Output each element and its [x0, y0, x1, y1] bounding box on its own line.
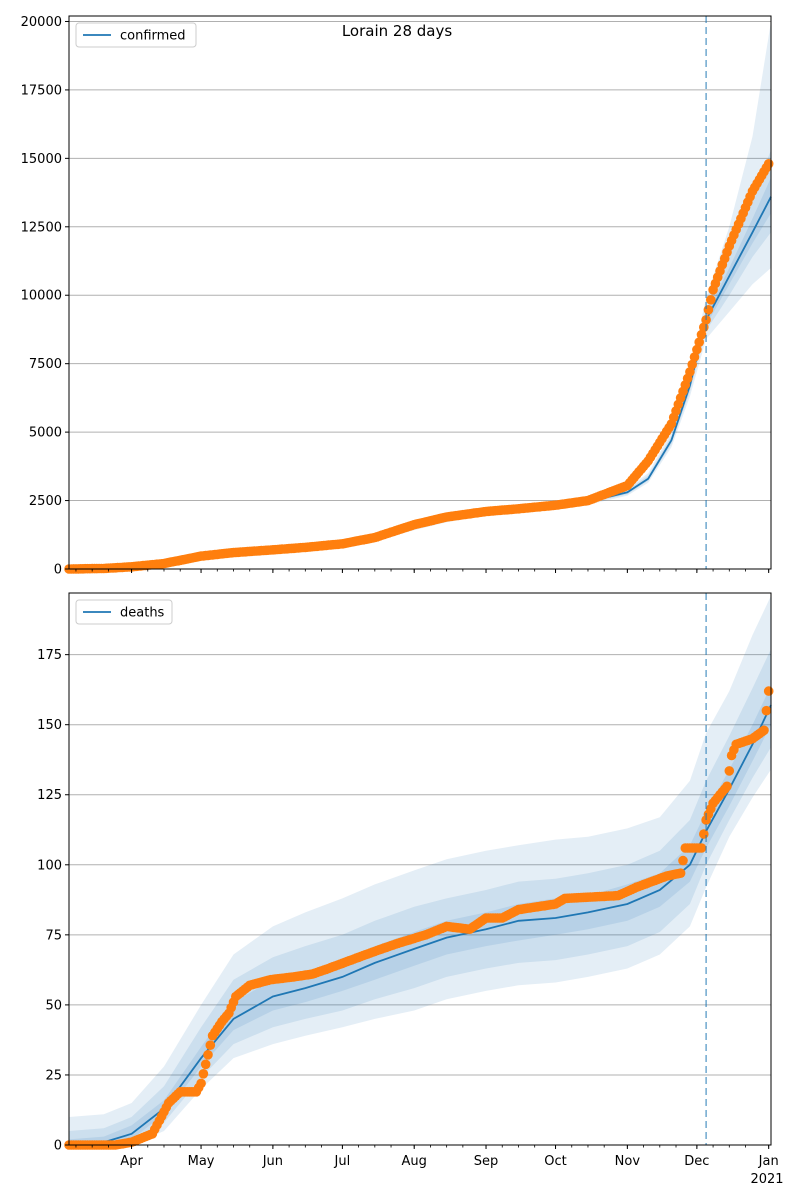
- uncertainty-band-outer: [69, 595, 771, 1145]
- observed-point: [722, 781, 732, 792]
- x-tick-label: Jun: [262, 1154, 283, 1169]
- deaths-fit-line: [68, 704, 772, 1146]
- observed-point: [706, 295, 716, 305]
- confirmed-panel: 0 2500 5000 7500 10000 12500 15000 17500 20000 co…: [21, 15, 774, 578]
- y-tick-label: 17500: [21, 83, 62, 98]
- plot-frame: [68, 15, 772, 570]
- observed-point: [694, 337, 704, 348]
- x-year-label: 2021: [750, 1172, 783, 1187]
- y-tick-label: 0: [54, 563, 62, 578]
- y-tick-label: 50: [45, 998, 62, 1013]
- x-tick-label: Dec: [684, 1154, 709, 1169]
- deaths-panel: 0 25 50 75 100 125 150 175 Apr May Jun Jul Aug Sep Oct…: [37, 592, 779, 1169]
- observed-points: [64, 159, 774, 574]
- observed-point: [724, 766, 735, 776]
- legend-box: [75, 22, 197, 48]
- observed-point: [200, 1059, 211, 1070]
- legend[interactable]: deaths: [75, 599, 173, 625]
- x-tick-label: May: [188, 1154, 215, 1169]
- y-tick-label: 175: [37, 648, 62, 663]
- observed-point: [675, 868, 686, 878]
- observed-point: [759, 725, 769, 736]
- y-tick-label: 100: [37, 858, 62, 873]
- y-tick-label: 15000: [21, 152, 62, 167]
- observed-point: [703, 305, 714, 315]
- y-tick-label: 25: [45, 1068, 62, 1083]
- confirmed-fit-line: [68, 196, 772, 570]
- y-tick-label: 7500: [29, 357, 62, 372]
- y-tick-label: 75: [45, 928, 62, 943]
- x-tick-label: Oct: [544, 1154, 566, 1169]
- plot-frame: [68, 592, 772, 1146]
- y-tick-label: 12500: [21, 220, 62, 235]
- observed-point: [763, 686, 774, 696]
- uncertainty-band-inner: [69, 177, 771, 569]
- observed-point: [687, 359, 697, 370]
- y-tick-label: 20000: [21, 15, 62, 30]
- observed-point: [203, 1050, 213, 1060]
- x-tick-label: Aug: [402, 1154, 427, 1169]
- y-tick-label: 0: [54, 1139, 62, 1154]
- y-tick-label: 5000: [29, 426, 62, 441]
- legend-box: [75, 599, 173, 625]
- observed-point: [692, 344, 702, 355]
- y-tick-label: 10000: [21, 289, 62, 304]
- uncertainty-band-middle: [69, 150, 771, 569]
- observed-point: [689, 352, 700, 362]
- x-tick-label: Sep: [474, 1154, 499, 1169]
- x-tick-label: Jan: [758, 1154, 779, 1169]
- y-tick-label: 125: [37, 788, 62, 803]
- y-tick-label: 2500: [29, 494, 62, 509]
- legend-label: confirmed: [120, 29, 186, 44]
- uncertainty-band-middle: [69, 649, 771, 1145]
- observed-point: [696, 329, 707, 340]
- uncertainty-band-inner: [69, 685, 771, 1145]
- observed-point: [205, 1040, 216, 1050]
- observed-point: [699, 829, 709, 839]
- chart-title: Lorain 28 days: [342, 22, 453, 40]
- observed-point: [678, 855, 688, 866]
- observed-point: [198, 1069, 209, 1079]
- x-tick-label: Jul: [334, 1154, 351, 1169]
- observed-point: [696, 843, 707, 853]
- legend-label: deaths: [120, 606, 165, 621]
- x-tick-label: Apr: [120, 1154, 143, 1169]
- observed-point: [685, 367, 695, 377]
- observed-point: [196, 1078, 206, 1089]
- x-tick-label: Nov: [615, 1154, 641, 1169]
- observed-point: [763, 159, 774, 169]
- y-tick-label: 150: [37, 718, 62, 733]
- observed-point: [761, 705, 772, 716]
- legend[interactable]: confirmed: [75, 22, 197, 48]
